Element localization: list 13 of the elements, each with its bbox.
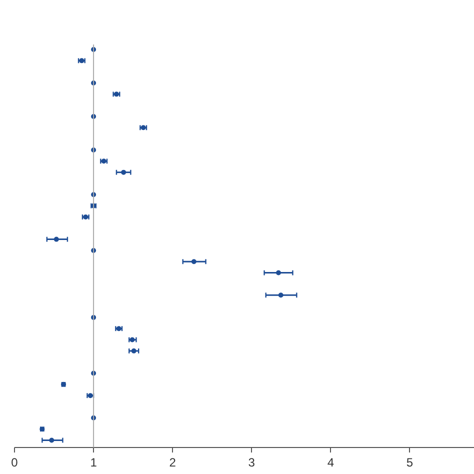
point (191, 259, 196, 264)
x-tick-label: 5 (406, 456, 414, 470)
x-tick-label: 0 (11, 456, 18, 470)
point (278, 292, 284, 298)
x-tick-label: 3 (248, 456, 256, 470)
x-tick-label: 1 (90, 456, 98, 470)
point (54, 236, 59, 242)
point (121, 170, 126, 175)
x-tick-label: 4 (327, 456, 334, 470)
point (276, 270, 281, 276)
x-tick-label: 2 (169, 456, 176, 470)
point (131, 348, 136, 354)
point (49, 438, 54, 443)
